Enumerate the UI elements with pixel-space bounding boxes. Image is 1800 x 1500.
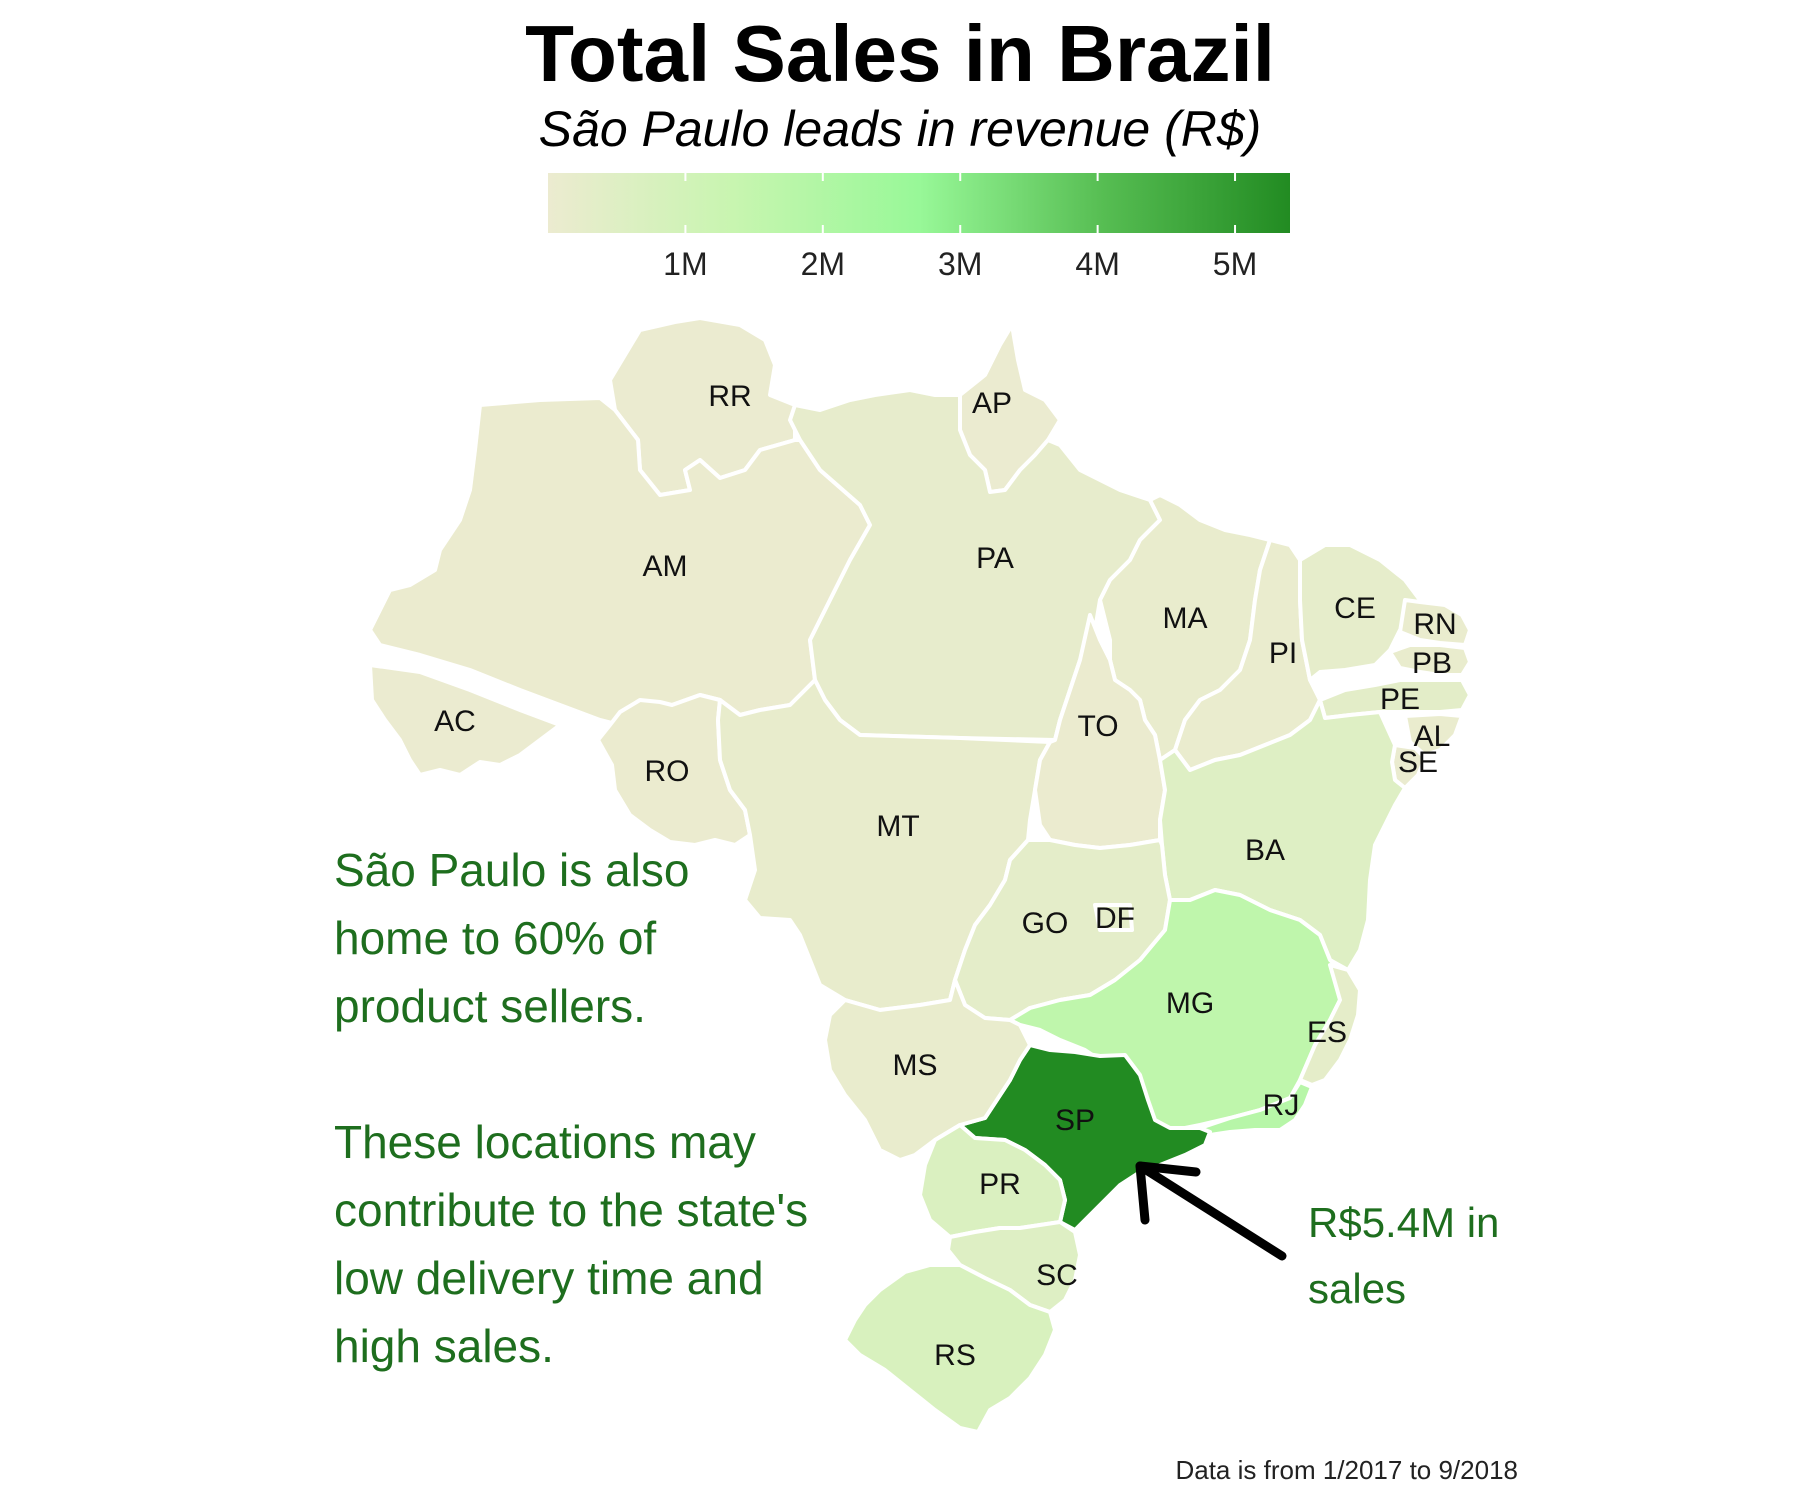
legend-tick-label: 4M bbox=[1075, 246, 1119, 282]
callout-line: sales bbox=[1308, 1265, 1407, 1312]
annotation-line: These locations may bbox=[334, 1116, 756, 1168]
seller-annotation: São Paulo is also home to 60% of product s… bbox=[334, 836, 808, 1380]
legend-tick-label: 2M bbox=[801, 246, 845, 282]
state-label-pa: PA bbox=[976, 542, 1014, 575]
state-label-mt: MT bbox=[876, 810, 919, 843]
callout-arrow bbox=[1135, 1161, 1287, 1261]
state-label-rn: RN bbox=[1413, 608, 1456, 641]
state-label-sp: SP bbox=[1055, 1104, 1095, 1137]
legend-color-bar bbox=[548, 173, 1290, 233]
callout-line: R$5.4M in bbox=[1308, 1199, 1500, 1246]
chart-subtitle: São Paulo leads in revenue (R$) bbox=[538, 101, 1262, 157]
legend-tick-label: 5M bbox=[1213, 246, 1257, 282]
state-rs bbox=[843, 1263, 1057, 1434]
legend-tick-label: 1M bbox=[663, 246, 707, 282]
state-label-ms: MS bbox=[893, 1049, 938, 1082]
legend-tick-label: 3M bbox=[938, 246, 982, 282]
state-label-pr: PR bbox=[979, 1168, 1021, 1201]
state-label-pi: PI bbox=[1269, 637, 1297, 670]
state-label-se: SE bbox=[1398, 746, 1438, 779]
state-label-mg: MG bbox=[1166, 987, 1214, 1020]
annotation-line: high sales. bbox=[334, 1320, 554, 1372]
color-legend: 1M 2M 3M 4M 5M bbox=[548, 173, 1290, 282]
sales-callout: R$5.4M in sales bbox=[1308, 1190, 1499, 1322]
annotation-line: low delivery time and bbox=[334, 1252, 764, 1304]
state-rn bbox=[1398, 598, 1472, 647]
state-shapes bbox=[368, 316, 1472, 1434]
state-al bbox=[1403, 712, 1464, 757]
state-ro bbox=[596, 693, 752, 847]
state-ms bbox=[823, 978, 1032, 1162]
state-label-am: AM bbox=[643, 550, 688, 583]
state-label-rj: RJ bbox=[1263, 1089, 1300, 1122]
state-label-ap: AP bbox=[972, 387, 1012, 420]
legend-ticks: 1M 2M 3M 4M 5M bbox=[663, 173, 1257, 282]
state-label-es: ES bbox=[1307, 1016, 1347, 1049]
state-label-df: DF bbox=[1095, 902, 1135, 935]
state-label-sc: SC bbox=[1036, 1259, 1078, 1292]
data-date-caption: Data is from 1/2017 to 9/2018 bbox=[1175, 1455, 1518, 1485]
annotation-line: home to 60% of bbox=[334, 912, 657, 964]
state-label-ma: MA bbox=[1163, 602, 1208, 635]
state-ce bbox=[1298, 543, 1422, 682]
annotation-line bbox=[334, 1040, 808, 1108]
state-label-pb: PB bbox=[1412, 647, 1452, 680]
chart-title: Total Sales in Brazil bbox=[525, 9, 1275, 98]
state-label-rs: RS bbox=[934, 1339, 976, 1372]
state-label-to: TO bbox=[1077, 710, 1118, 743]
state-df bbox=[1093, 903, 1134, 932]
state-label-go: GO bbox=[1022, 907, 1069, 940]
state-es bbox=[1298, 963, 1362, 1087]
state-ac bbox=[368, 663, 562, 777]
state-label-rr: RR bbox=[708, 380, 751, 413]
annotation-line: São Paulo is also bbox=[334, 844, 690, 896]
state-pb bbox=[1388, 643, 1472, 677]
state-label-ac: AC bbox=[434, 705, 476, 738]
state-label-ce: CE bbox=[1334, 592, 1376, 625]
state-label-ro: RO bbox=[645, 755, 690, 788]
state-label-al: AL bbox=[1414, 720, 1451, 753]
state-label-ba: BA bbox=[1245, 834, 1285, 867]
state-label-pe: PE bbox=[1380, 683, 1420, 716]
annotation-line: contribute to the state's bbox=[334, 1184, 809, 1236]
annotation-line: product sellers. bbox=[334, 980, 646, 1032]
